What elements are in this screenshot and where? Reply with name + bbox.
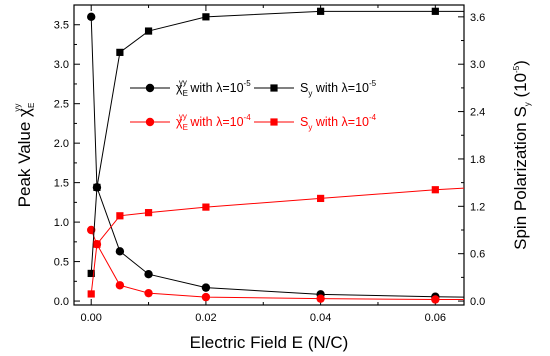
series-1 bbox=[87, 225, 464, 304]
data-point bbox=[316, 294, 325, 303]
y-axis-title-left: Peak Value χEyy bbox=[13, 103, 36, 208]
data-point bbox=[202, 13, 210, 21]
legend-marker bbox=[145, 83, 155, 93]
legend-item: χEyy with λ=10-4 bbox=[130, 112, 251, 132]
x-tick-label: 0.02 bbox=[195, 312, 216, 324]
data-point bbox=[144, 270, 153, 279]
y-right-main: Spin Polarization S bbox=[511, 106, 530, 250]
data-point bbox=[93, 240, 101, 248]
legend-label: χEyy with λ=10-4 bbox=[176, 112, 251, 132]
series-2 bbox=[87, 7, 464, 278]
y-left-tick-label: 2.5 bbox=[54, 99, 69, 111]
y-right-tick-label: 1.2 bbox=[470, 201, 485, 213]
series-0 bbox=[87, 12, 465, 301]
data-point bbox=[115, 247, 125, 256]
y-right-tick-label: 2.4 bbox=[470, 107, 485, 119]
x-axis-title: Electric Field E (N/C) bbox=[190, 333, 349, 352]
series-line bbox=[90, 10, 464, 274]
data-point bbox=[144, 288, 153, 298]
legend-item: Sy with λ=10-5 bbox=[254, 79, 377, 98]
legend-item: Sy with λ=10-4 bbox=[254, 113, 377, 132]
data-point bbox=[87, 269, 95, 278]
y-left-sub: E bbox=[27, 103, 36, 108]
data-point bbox=[317, 194, 325, 203]
data-point bbox=[202, 203, 210, 211]
data-point bbox=[87, 290, 95, 298]
y-right-tick-label: 3.6 bbox=[470, 12, 485, 24]
data-point bbox=[115, 281, 125, 290]
x-tick-label: 0.04 bbox=[310, 312, 331, 324]
data-point bbox=[87, 225, 96, 235]
y-left-tick-label: 3.0 bbox=[54, 59, 69, 71]
y-left-tick-label: 2.0 bbox=[54, 138, 69, 150]
y-left-tick-label: 1.5 bbox=[54, 178, 69, 190]
legend-marker bbox=[145, 117, 155, 127]
series-line bbox=[90, 187, 465, 295]
y-right-tick-label: 0.6 bbox=[470, 249, 485, 261]
legend-label: χEyy with λ=10-5 bbox=[176, 78, 251, 98]
y-left-tick-label: 1.0 bbox=[54, 217, 69, 229]
y-right-unit: (10 bbox=[511, 73, 530, 102]
series-layer bbox=[87, 7, 465, 304]
legend-marker bbox=[270, 84, 278, 92]
y-left-tick-label: 0.0 bbox=[54, 296, 69, 308]
data-point bbox=[93, 183, 101, 191]
series-3 bbox=[87, 186, 465, 298]
data-point bbox=[87, 12, 96, 22]
data-point bbox=[317, 7, 325, 15]
y-left-sup: yy bbox=[13, 104, 22, 112]
x-tick-label: 0.06 bbox=[425, 312, 446, 324]
series-line bbox=[90, 16, 465, 298]
y-right-unit-sup: -5 bbox=[512, 65, 521, 73]
y-right-sub: y bbox=[523, 102, 532, 106]
ticks-layer: 0.00 0.02 0.04 0.06 0.0 0.5 1.0 1.5 2.0 2.5 3.0 3.5… bbox=[54, 5, 485, 324]
data-point bbox=[431, 295, 440, 304]
legend: χEyy with λ=10-5 χEyy with λ=10-4 Sy with … bbox=[130, 78, 377, 132]
series-line bbox=[90, 229, 464, 300]
y-right-unit-close: ) bbox=[511, 60, 530, 66]
y-right-tick-label: 3.0 bbox=[470, 59, 485, 71]
x-tick-label: 0.00 bbox=[80, 312, 101, 324]
y-left-main: Peak Value bbox=[15, 117, 34, 207]
data-point bbox=[201, 292, 211, 302]
plot-frame bbox=[73, 4, 465, 306]
y-right-tick-label: 0.0 bbox=[470, 296, 485, 308]
data-point bbox=[116, 48, 124, 56]
y-axis-title-right: Spin Polarization Sy (10-5) bbox=[511, 60, 532, 250]
legend-item: χEyy with λ=10-5 bbox=[130, 78, 251, 98]
data-point bbox=[144, 27, 153, 35]
y-left-sym: χ bbox=[15, 108, 34, 117]
data-point bbox=[144, 209, 153, 217]
y-right-tick-label: 1.8 bbox=[470, 154, 485, 166]
data-point bbox=[431, 186, 439, 194]
legend-marker bbox=[270, 118, 278, 126]
data-point bbox=[431, 7, 439, 15]
data-point bbox=[116, 212, 124, 220]
legend-label: Sy with λ=10-4 bbox=[300, 113, 377, 132]
y-left-tick-label: 3.5 bbox=[54, 20, 69, 32]
data-point bbox=[201, 283, 211, 292]
legend-label: Sy with λ=10-5 bbox=[300, 79, 377, 98]
y-left-tick-label: 0.5 bbox=[54, 257, 69, 269]
